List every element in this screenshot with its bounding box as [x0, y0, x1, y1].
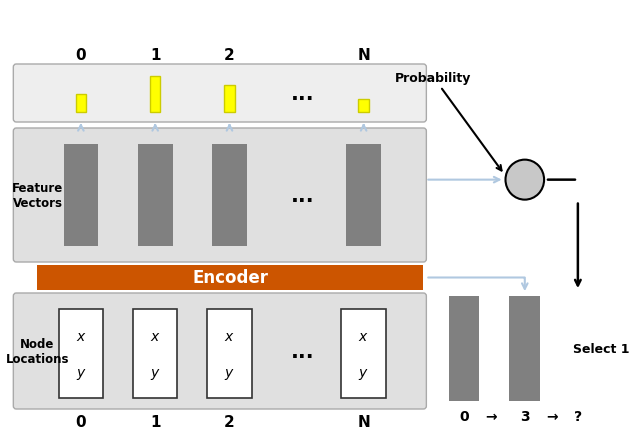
Text: 1: 1 [150, 48, 161, 63]
Text: Node
Locations: Node Locations [6, 337, 69, 365]
Bar [346, 145, 381, 247]
Text: Encoder: Encoder [193, 269, 268, 287]
Bar [224, 86, 235, 113]
Text: $y$: $y$ [224, 367, 235, 381]
FancyBboxPatch shape [59, 309, 103, 398]
Text: ...: ... [291, 84, 315, 104]
Text: $x$: $x$ [76, 329, 86, 343]
FancyBboxPatch shape [133, 309, 177, 398]
Text: 0: 0 [76, 48, 86, 63]
Text: $y$: $y$ [76, 367, 86, 381]
Text: 2: 2 [224, 48, 235, 63]
Bar [63, 145, 99, 247]
Text: ?: ? [574, 409, 582, 423]
Text: Probability: Probability [396, 72, 502, 171]
FancyBboxPatch shape [13, 129, 426, 263]
Text: 0: 0 [76, 414, 86, 430]
Bar [358, 100, 369, 113]
Circle shape [506, 160, 544, 200]
Text: ...: ... [291, 186, 315, 206]
Bar [138, 145, 173, 247]
Text: 1: 1 [150, 414, 161, 430]
FancyBboxPatch shape [207, 309, 252, 398]
Bar [212, 145, 247, 247]
Text: →: → [546, 409, 557, 423]
Bar [38, 265, 424, 290]
Text: 3: 3 [520, 409, 530, 423]
FancyBboxPatch shape [13, 65, 426, 123]
Bar [449, 296, 479, 401]
Bar [150, 77, 161, 113]
FancyBboxPatch shape [13, 293, 426, 409]
Text: N: N [357, 48, 370, 63]
Text: N: N [357, 414, 370, 430]
FancyBboxPatch shape [341, 309, 386, 398]
Text: →: → [485, 409, 497, 423]
Text: $x$: $x$ [224, 329, 235, 343]
Text: $y$: $y$ [358, 367, 369, 381]
Text: $x$: $x$ [358, 329, 369, 343]
Text: ...: ... [291, 341, 315, 361]
Text: $y$: $y$ [150, 367, 161, 381]
Text: 0: 0 [459, 409, 469, 423]
Bar [76, 95, 86, 113]
Text: Feature
Vectors: Feature Vectors [12, 181, 63, 210]
Bar [509, 296, 540, 401]
Text: Select 1: Select 1 [573, 342, 630, 355]
Text: 2: 2 [224, 414, 235, 430]
Text: $x$: $x$ [150, 329, 161, 343]
